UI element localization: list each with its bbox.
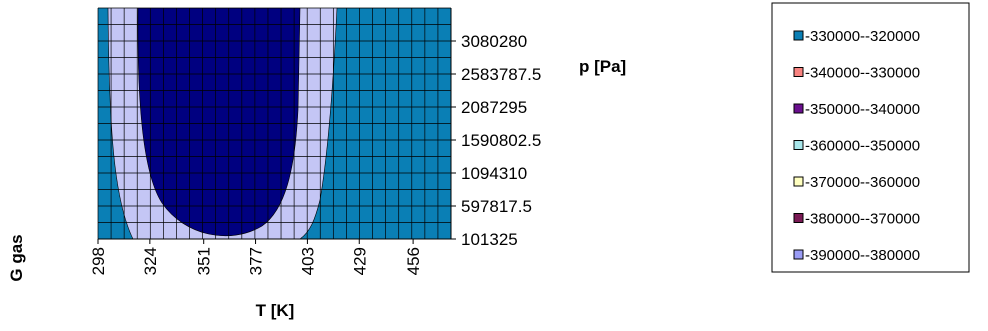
x-tick-label: 429 (350, 247, 369, 275)
legend: -330000--320000 -340000--330000 -350000--3… (793, 28, 920, 264)
legend-swatch (793, 103, 804, 114)
axes (97, 8, 456, 244)
legend-entry-label: -360000--350000 (805, 138, 920, 155)
contour-line (107, 8, 134, 239)
legend-entry-label: -380000--370000 (805, 211, 920, 228)
y-tick-label: 597817.5 (461, 197, 532, 216)
legend-swatch (793, 213, 804, 223)
x-tick-label: 351 (195, 247, 214, 275)
x-tick-label: 324 (141, 247, 160, 275)
y-tick-label: 2087295 (461, 98, 527, 117)
legend-entry-label: -340000--330000 (805, 65, 920, 82)
legend-entry-label: -370000--360000 (805, 174, 920, 191)
y-tick-label: 2583787.5 (461, 65, 541, 84)
band-region (98, 8, 133, 239)
legend-entry-label: -350000--340000 (805, 101, 920, 118)
legend-swatch (793, 176, 804, 187)
x-tick-label: 377 (247, 247, 266, 275)
central-region (137, 8, 301, 237)
y-tick-label: 1590802.5 (461, 131, 541, 150)
y-tick-label: 101325 (461, 230, 518, 249)
tick-labels: 298 324 351 377 403 429 456 101325 597817.5 10943… (89, 32, 541, 275)
legend-swatch (793, 140, 804, 150)
legend-entry-label: -330000--320000 (805, 28, 920, 45)
chart-title: G gas (7, 234, 26, 281)
legend-swatch (793, 249, 804, 260)
legend-entry-label: -390000--380000 (805, 247, 920, 264)
y-tick-label: 3080280 (461, 32, 527, 51)
x-tick-label: 456 (404, 247, 423, 275)
legend-swatch (793, 30, 804, 41)
y-tick-label: 1094310 (461, 164, 527, 183)
x-tick-label: 298 (89, 247, 108, 275)
x-axis-label: T [K] (256, 301, 295, 320)
y-axis-label: p [Pa] (579, 57, 626, 76)
x-tick-label: 403 (298, 247, 317, 275)
legend-swatch (793, 67, 804, 77)
legend-box (771, 2, 970, 273)
